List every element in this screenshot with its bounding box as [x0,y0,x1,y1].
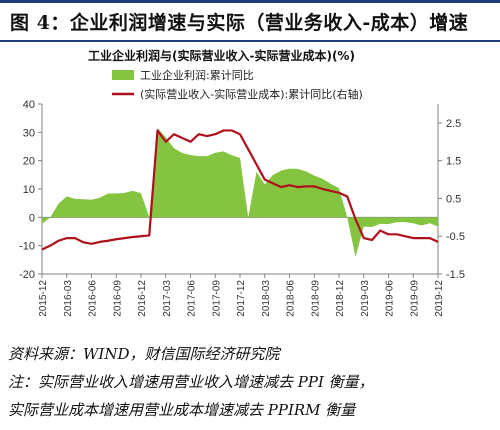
left-tick-label: 0 [29,212,35,224]
x-tick-label: 2018-06 [286,280,297,317]
x-tick-label: 2015-12 [38,280,49,317]
right-tick-label: -0.5 [446,231,465,243]
note-line-1: 注：实际营业收入增速用营业收入增速减去 PPI 衡量， [8,373,374,391]
chart-background [0,42,500,338]
x-tick-label: 2019-03 [360,280,371,317]
left-tick-label: 10 [23,184,35,196]
note-line-2: 实际营业成本增速用营业成本增速减去 PPIRM 衡量 [8,401,356,419]
x-tick-label: 2016-03 [63,280,74,317]
left-tick-label: 20 [23,156,35,168]
x-tick-label: 2018-09 [310,280,321,317]
legend-area-label: 工业企业利润:累计同比 [140,68,254,82]
figure-title: 图 4：企业利润增速与实际（营业务收入-成本）增速 [10,12,469,34]
profit-area-series [42,128,438,257]
x-tick-label: 2018-12 [335,280,346,317]
x-tick-label: 2018-03 [261,280,272,317]
legend-line-label: (实际营业收入-实际营业成本):累计同比(右轴) [140,87,363,101]
chart: 工业企业利润与(实际营业收入-实际营业成本)(%) 工业企业利润:累计同比 (实… [0,42,500,338]
revenue-cost-line [41,129,439,251]
x-tick-label: 2016-12 [137,280,148,317]
x-tick-label: 2017-06 [187,280,198,317]
x-axis-ticks: 2015-12 2016-03 2016-06 2016-09 2016-12 2017-… [38,274,445,317]
left-tick-label: 40 [23,99,35,111]
x-tick-label: 2017-12 [236,280,247,317]
figure-header: 图 4：企业利润增速与实际（营业务收入-成本）增速 [0,0,500,42]
left-axis-ticks: -20 -10 0 10 20 30 40 [19,99,42,281]
legend: 工业企业利润:累计同比 (实际营业收入-实际营业成本):累计同比(右轴) [112,68,363,101]
right-tick-label: 1.5 [446,156,461,168]
x-tick-label: 2019-06 [385,280,396,317]
x-tick-label: 2019-09 [409,280,420,317]
left-tick-label: -20 [19,269,35,281]
source-note: 资料来源：WIND，财信国际经济研究院 [8,345,280,363]
left-tick-label: -10 [19,241,35,253]
figure-footer: 资料来源：WIND，财信国际经济研究院 注：实际营业收入增速用营业收入增速减去 … [8,340,496,424]
x-tick-label: 2016-09 [112,280,123,317]
right-tick-label: -1.5 [446,269,465,281]
right-tick-label: 2.5 [446,118,461,130]
right-axis-ticks: -1.5 -0.5 0.5 1.5 2.5 [438,118,465,281]
revenue-cost-line-series [41,129,439,251]
x-tick-label: 2017-03 [162,280,173,317]
legend-area-swatch [112,70,134,80]
x-tick-label: 2017-09 [211,280,222,317]
right-tick-label: 0.5 [446,193,461,205]
chart-title: 工业企业利润与(实际营业收入-实际营业成本)(%) [88,48,355,63]
x-tick-label: 2019-12 [434,280,445,317]
profit-area [42,128,438,257]
x-tick-label: 2016-06 [88,280,99,317]
left-tick-label: 30 [23,127,35,139]
